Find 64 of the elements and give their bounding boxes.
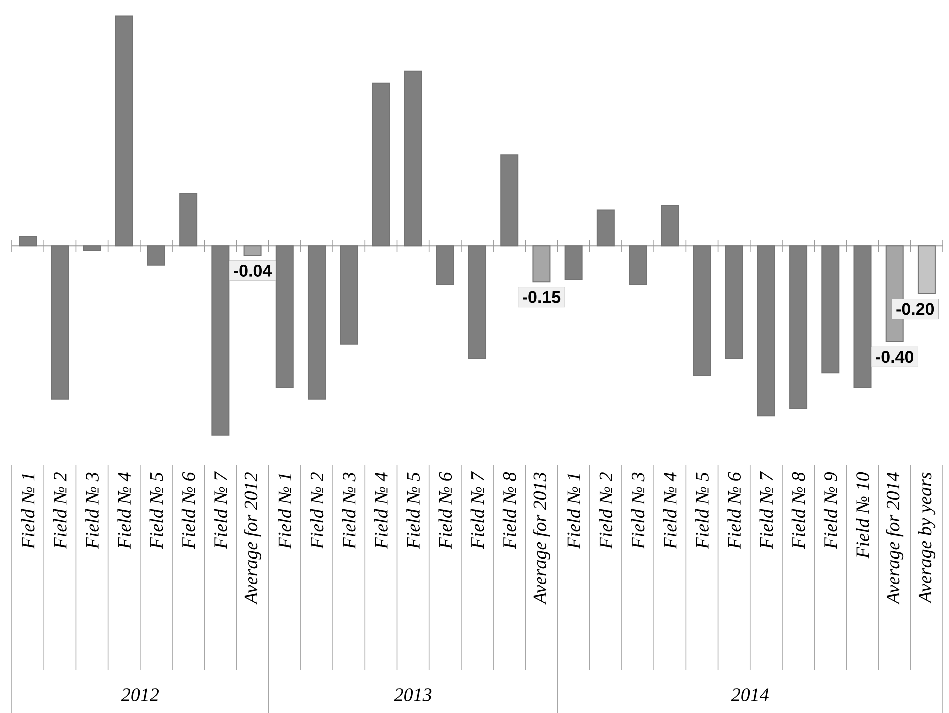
bar xyxy=(854,246,872,388)
bar xyxy=(83,246,102,252)
text: 2014 xyxy=(731,688,769,702)
data-label: -0.20 xyxy=(896,303,934,316)
text: 2012 xyxy=(121,688,159,702)
x-tick-label: Field № 5 xyxy=(406,472,420,550)
x-tick-label: Field № 4 xyxy=(374,472,388,550)
text: 2013 xyxy=(394,688,432,702)
bar xyxy=(340,246,358,345)
bar xyxy=(436,246,454,285)
x-tick-label: Field № 6 xyxy=(728,472,742,550)
x-tick-label: Field № 3 xyxy=(342,472,356,550)
x-tick-label: Field № 4 xyxy=(663,472,677,550)
bar xyxy=(372,82,390,247)
bar xyxy=(596,210,615,247)
data-label: -0.04 xyxy=(234,264,272,277)
bar xyxy=(918,246,936,295)
bar xyxy=(757,246,776,417)
bar xyxy=(115,16,134,247)
x-tick-label: Field № 7 xyxy=(470,472,484,550)
bar xyxy=(212,246,230,436)
x-tick-label: Field № 1 xyxy=(567,474,580,550)
bar xyxy=(51,246,70,400)
x-tick-label: Field № 1 xyxy=(21,474,35,550)
x-tick-label: Field № 3 xyxy=(86,472,99,550)
x-tick-label: Field № 6 xyxy=(438,472,452,550)
x-tick-label: Average by years xyxy=(918,472,936,604)
bar xyxy=(180,192,198,247)
x-tick-label: Field № 4 xyxy=(118,472,132,550)
x-tick-label: Field № 5 xyxy=(150,472,164,550)
bar xyxy=(404,70,422,247)
bar xyxy=(693,246,712,376)
bar xyxy=(822,246,840,374)
bar xyxy=(629,246,648,285)
x-tick-label: Field № 7 xyxy=(214,472,228,550)
x-tick-label: Average for 2014 xyxy=(886,472,904,606)
x-tick-label: Average for 2012 xyxy=(244,472,262,606)
bar xyxy=(532,246,551,283)
x-tick-label: Field № 2 xyxy=(53,472,67,550)
x-tick-label: Field № 8 xyxy=(792,472,806,550)
x-tick-label: Field № 5 xyxy=(696,472,709,550)
x-tick-label: Field № 2 xyxy=(599,472,613,550)
bar xyxy=(244,246,262,256)
x-tick-label: Field № 1 xyxy=(278,474,292,550)
bar xyxy=(19,236,38,247)
data-label: -0.15 xyxy=(523,291,561,304)
x-tick-label: Field № 3 xyxy=(631,472,645,550)
bar xyxy=(564,246,583,280)
bar xyxy=(468,246,487,360)
x-tick-label: Field № 6 xyxy=(182,472,196,550)
x-tick-label: Average for 2013 xyxy=(533,472,550,606)
bar xyxy=(725,246,744,360)
bar xyxy=(276,246,294,388)
x-tick-label: Field № 9 xyxy=(824,472,838,550)
bar xyxy=(308,246,326,400)
bar xyxy=(661,204,680,247)
bar xyxy=(147,246,166,266)
data-label: -0.40 xyxy=(876,351,914,364)
x-tick-label: Field № 8 xyxy=(502,472,516,550)
bar xyxy=(500,154,519,247)
x-tick-label: Field № 7 xyxy=(760,472,774,550)
x-tick-label: Field № 2 xyxy=(310,472,324,550)
bar xyxy=(790,246,808,410)
x-tick-label: Field № 10 xyxy=(856,472,870,559)
